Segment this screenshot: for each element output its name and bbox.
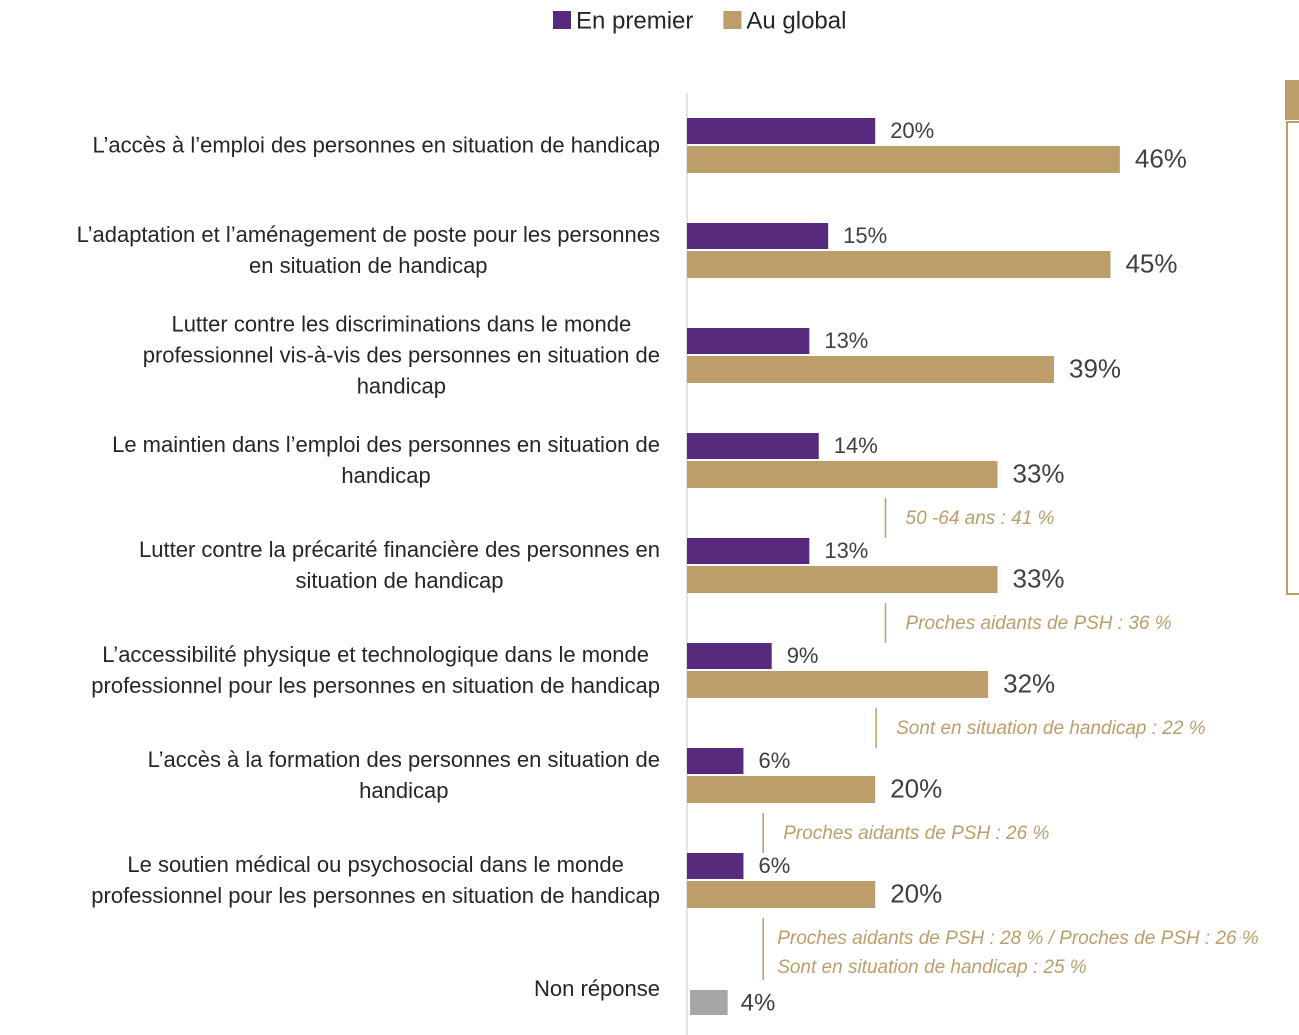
bar bbox=[687, 643, 772, 669]
bar bbox=[690, 990, 728, 1015]
value-label: 6% bbox=[758, 748, 790, 773]
bar bbox=[687, 251, 1111, 278]
value-label: 20% bbox=[890, 773, 942, 803]
value-label: 33% bbox=[1013, 458, 1065, 488]
value-label: 14% bbox=[834, 433, 878, 458]
category-label: Non réponse bbox=[534, 976, 660, 1001]
bar bbox=[687, 538, 810, 564]
side-box bbox=[1286, 121, 1299, 595]
note-text: 50 -64 ans : 41 % bbox=[906, 508, 1055, 529]
value-label: 33% bbox=[1013, 563, 1065, 593]
legend-label: Au global bbox=[746, 7, 846, 34]
value-label: 20% bbox=[890, 878, 942, 908]
legend-label: En premier bbox=[576, 7, 693, 34]
value-label: 39% bbox=[1069, 353, 1121, 383]
bar bbox=[687, 223, 829, 249]
value-label: 9% bbox=[787, 643, 819, 668]
bar bbox=[687, 461, 998, 488]
value-label: 13% bbox=[824, 328, 868, 353]
legend-swatch bbox=[553, 11, 571, 29]
note-text: Sont en situation de handicap : 25 % bbox=[777, 957, 1087, 978]
category-label: L’accès à la formation des personnes en … bbox=[147, 747, 660, 803]
value-label: 15% bbox=[843, 223, 887, 248]
value-label: 20% bbox=[890, 118, 934, 143]
bar bbox=[687, 853, 744, 879]
bar bbox=[687, 776, 876, 803]
note-text: Proches aidants de PSH : 26 % bbox=[783, 823, 1049, 844]
value-label: 13% bbox=[824, 538, 868, 563]
value-label: 32% bbox=[1003, 668, 1055, 698]
bar bbox=[687, 671, 989, 698]
bar bbox=[687, 118, 876, 144]
side-box-header bbox=[1285, 80, 1299, 120]
value-label: 45% bbox=[1125, 248, 1177, 278]
category-label: Lutter contre la précarité financière de… bbox=[139, 537, 660, 593]
value-label: 4% bbox=[741, 989, 776, 1016]
category-label: L’accès à l’emploi des personnes en situ… bbox=[92, 132, 661, 158]
bar bbox=[687, 566, 998, 593]
category-label: L’adaptation et l’aménagement de poste p… bbox=[76, 222, 660, 278]
category-label: Le soutien médical ou psychosocial dans … bbox=[91, 852, 660, 908]
note-text: Sont en situation de handicap : 22 % bbox=[896, 718, 1206, 739]
note-text: Proches aidants de PSH : 28 % / Proches … bbox=[777, 928, 1259, 949]
bar bbox=[687, 146, 1120, 173]
legend-swatch bbox=[723, 11, 742, 29]
bar bbox=[687, 433, 819, 459]
category-label: Le maintien dans l’emploi des personnes … bbox=[112, 432, 660, 488]
bar bbox=[687, 356, 1054, 383]
value-label: 46% bbox=[1135, 143, 1187, 173]
bar bbox=[687, 881, 876, 908]
bar bbox=[687, 328, 810, 354]
category-label: Lutter contre les discriminations dans l… bbox=[142, 311, 660, 399]
note-text: Proches aidants de PSH : 36 % bbox=[906, 613, 1172, 634]
value-label: 6% bbox=[758, 853, 790, 878]
category-label: L’accessibilité physique et technologiqu… bbox=[91, 642, 660, 698]
bar bbox=[687, 748, 744, 774]
